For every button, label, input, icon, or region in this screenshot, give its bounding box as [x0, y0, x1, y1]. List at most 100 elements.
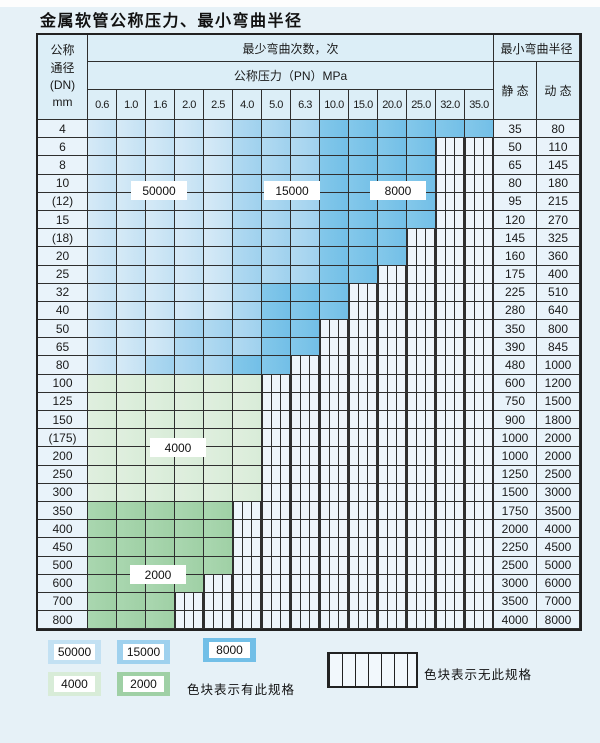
dn-cell-10: 10	[38, 174, 88, 193]
spec-cell-dn250-pn2.0	[175, 465, 204, 484]
static-radius-dn10: 80	[494, 174, 537, 193]
dynamic-radius-dn25: 400	[537, 265, 580, 284]
spec-cell-dn250-pn4.0	[233, 465, 262, 484]
spec-cell-dn80-pn35.0	[465, 356, 494, 375]
spec-cell-dn15-pn10.0	[320, 210, 349, 230]
spec-cell-dn125-pn25.0	[407, 392, 436, 411]
spec-cell-dn700-pn1.6	[146, 592, 175, 612]
spec-cell-dn200-pn1.0	[117, 447, 146, 466]
spec-cell-dn4-pn10.0	[320, 120, 349, 139]
spec-cell-dn50-pn15.0	[349, 320, 378, 339]
spec-cell-dn700-pn32.0	[436, 592, 465, 612]
spec-cell-dn100-pn0.6	[88, 374, 117, 393]
static-radius-dn450: 2250	[494, 538, 537, 557]
spec-cell-dn300-pn10.0	[320, 483, 349, 502]
spec-cell-dn300-pn25.0	[407, 483, 436, 502]
spec-cell-dn80-pn20.0	[378, 356, 407, 375]
spec-cell-dn65-pn1.6	[146, 338, 175, 357]
spec-cell-dn32-pn15.0	[349, 283, 378, 302]
spec-cell-dn50-pn5.0	[262, 320, 291, 339]
spec-cell-dn600-pn5.0	[262, 574, 291, 593]
spec-cell-dn8-pn4.0	[233, 156, 262, 175]
spec-cell-dn4-pn6.3	[291, 120, 320, 139]
spec-cell-dn40-pn20.0	[378, 301, 407, 321]
spec-cell-dn80-pn15.0	[349, 356, 378, 375]
spec-cell-dn350-pn15.0	[349, 501, 378, 521]
dynamic-radius-dn100: 1200	[537, 374, 580, 393]
spec-cell-dn125-pn35.0	[465, 392, 494, 411]
pressure-tick-2.0: 2.0	[175, 90, 204, 120]
spec-cell-dn400-pn2.5	[204, 520, 233, 539]
spec-cell-dn25-pn1.0	[117, 265, 146, 284]
static-radius-dn65: 390	[494, 338, 537, 357]
dynamic-radius-dn10: 180	[537, 174, 580, 193]
spec-cell-dn700-pn6.3	[291, 592, 320, 612]
dn-cell-350: 350	[38, 501, 88, 521]
spec-cell-dn300-pn2.0	[175, 483, 204, 502]
spec-cell-dn100-pn5.0	[262, 374, 291, 393]
spec-cell-dn15-pn2.5	[204, 210, 233, 230]
spec-cell-dn15-pn2.0	[175, 210, 204, 230]
spec-cell-dn150-pn10.0	[320, 411, 349, 430]
spec-cell-dn15-pn20.0	[378, 210, 407, 230]
spec-cell-dn8-pn1.6	[146, 156, 175, 175]
spec-cell-dn8-pn2.0	[175, 156, 204, 175]
spec-cell-dn50-pn2.5	[204, 320, 233, 339]
dn-cell-(12): (12)	[38, 192, 88, 211]
static-radius-dn150: 900	[494, 411, 537, 430]
spec-cell-dn800-pn2.5	[204, 611, 233, 630]
dynamic-radius-dn350: 3500	[537, 501, 580, 521]
dynamic-radius-dn300: 3000	[537, 483, 580, 502]
spec-cell-dn600-pn4.0	[233, 574, 262, 593]
spec-cell-dn4-pn35.0	[465, 120, 494, 139]
spec-cell-dn(175)-pn32.0	[436, 429, 465, 448]
spec-cell-dn25-pn2.5	[204, 265, 233, 284]
spec-cell-dn(175)-pn6.3	[291, 429, 320, 448]
spec-cell-dn450-pn20.0	[378, 538, 407, 557]
dynamic-radius-dn(175): 2000	[537, 429, 580, 448]
spec-cell-dn250-pn2.5	[204, 465, 233, 484]
static-radius-dn4: 35	[494, 120, 537, 139]
spec-cell-dn500-pn25.0	[407, 556, 436, 575]
label-15000: 15000	[264, 181, 320, 200]
page-title: 金属软管公称压力、最小弯曲半径	[40, 11, 303, 30]
spec-cell-dn(18)-pn25.0	[407, 229, 436, 248]
spec-cell-dn450-pn35.0	[465, 538, 494, 557]
spec-cell-dn125-pn10.0	[320, 392, 349, 411]
pressure-tick-35.0: 35.0	[465, 90, 494, 120]
spec-cell-dn15-pn35.0	[465, 210, 494, 230]
spec-cell-dn65-pn32.0	[436, 338, 465, 357]
spec-cell-dn6-pn4.0	[233, 138, 262, 157]
spec-cell-dn800-pn1.6	[146, 611, 175, 630]
spec-cell-dn50-pn25.0	[407, 320, 436, 339]
spec-cell-dn800-pn10.0	[320, 611, 349, 630]
spec-cell-dn(18)-pn6.3	[291, 229, 320, 248]
spec-cell-dn100-pn25.0	[407, 374, 436, 393]
spec-cell-dn20-pn25.0	[407, 247, 436, 266]
spec-cell-dn200-pn10.0	[320, 447, 349, 466]
dn-cell-600: 600	[38, 574, 88, 593]
pressure-table-grid: 公称 通径 (DN) mm 最少弯曲次数，次 最小弯曲半径 公称压力（PN）MPa 静…	[38, 35, 580, 630]
spec-cell-dn65-pn10.0	[320, 338, 349, 357]
spec-cell-dn80-pn0.6	[88, 356, 117, 375]
spec-cell-dn450-pn1.6	[146, 538, 175, 557]
spec-cell-dn8-pn10.0	[320, 156, 349, 175]
spec-cell-dn40-pn1.0	[117, 301, 146, 321]
spec-cell-dn350-pn0.6	[88, 501, 117, 521]
dn-cell-4: 4	[38, 120, 88, 139]
spec-cell-dn700-pn2.5	[204, 592, 233, 612]
spec-cell-dn(175)-pn5.0	[262, 429, 291, 448]
spec-cell-dn125-pn5.0	[262, 392, 291, 411]
spec-cell-dn200-pn0.6	[88, 447, 117, 466]
header-nominal-pressure: 公称压力（PN）MPa	[88, 62, 494, 90]
spec-cell-dn350-pn2.5	[204, 501, 233, 521]
static-radius-dn350: 1750	[494, 501, 537, 521]
spec-cell-dn700-pn0.6	[88, 592, 117, 612]
dn-cell-25: 25	[38, 265, 88, 284]
spec-cell-dn15-pn1.0	[117, 210, 146, 230]
spec-cell-dn32-pn32.0	[436, 283, 465, 302]
spec-cell-dn125-pn20.0	[378, 392, 407, 411]
spec-cell-dn32-pn1.0	[117, 283, 146, 302]
spec-cell-dn80-pn6.3	[291, 356, 320, 375]
spec-cell-dn15-pn32.0	[436, 210, 465, 230]
